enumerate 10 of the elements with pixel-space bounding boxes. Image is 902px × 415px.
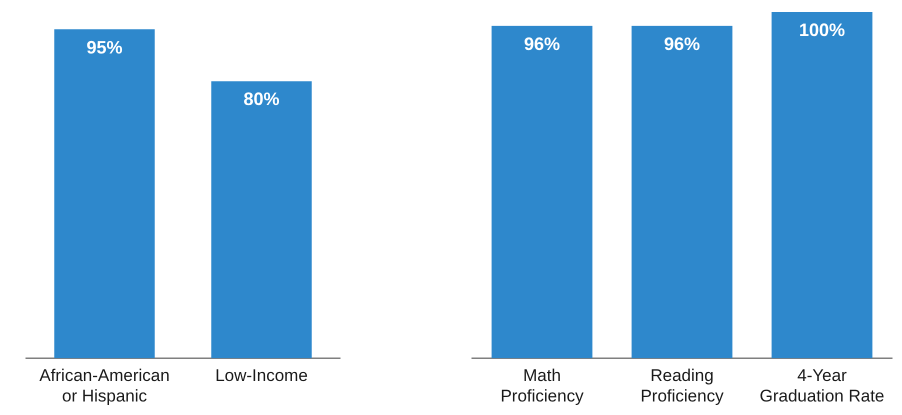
data-label: 80% <box>243 89 280 110</box>
x-tick-label: 4-Year Graduation Rate <box>760 366 884 406</box>
x-tick-label: African-American or Hispanic <box>39 366 170 406</box>
data-label: 96% <box>664 34 700 54</box>
data-label: 96% <box>524 34 560 54</box>
data-label: 100% <box>798 20 846 40</box>
x-tick-label: Math Proficiency <box>500 366 584 406</box>
data-label: 95% <box>86 37 123 58</box>
x-tick-label: Reading Proficiency <box>640 366 724 406</box>
x-tick-label: Low-Income <box>215 366 308 386</box>
